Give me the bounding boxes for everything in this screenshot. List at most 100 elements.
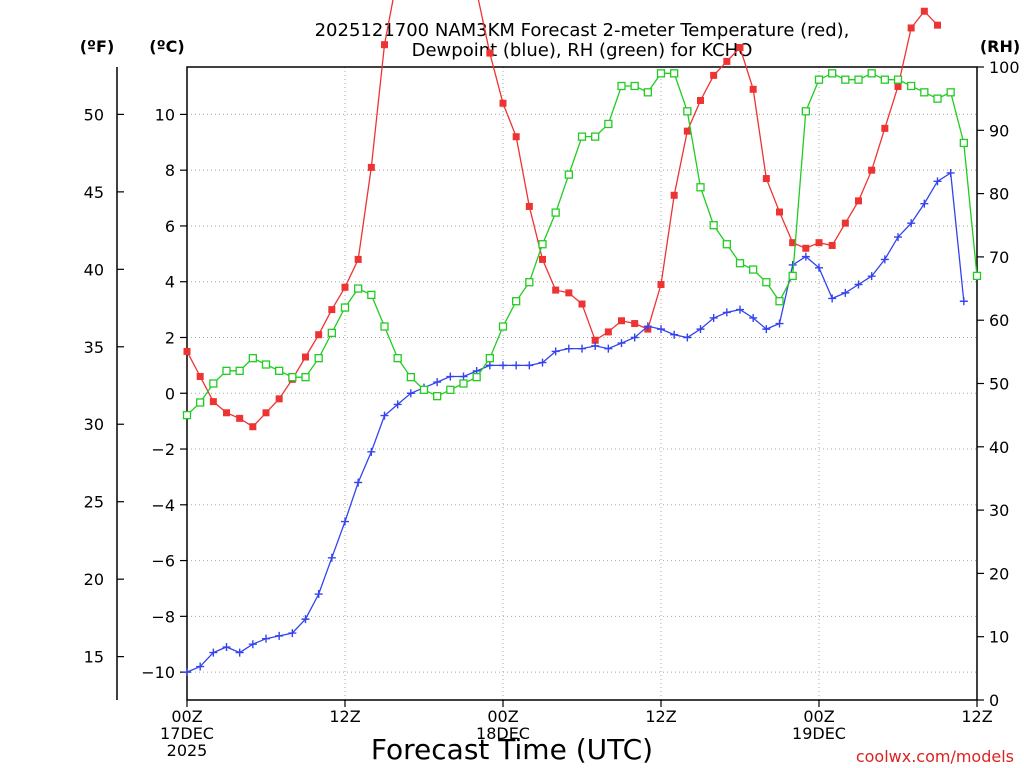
- fahrenheit-tick-label: 15: [84, 648, 104, 667]
- dewpoint-point: [367, 447, 376, 456]
- temperature-point: [907, 24, 915, 32]
- x-tick-label: 00Z: [171, 707, 202, 726]
- temperature-point: [894, 83, 902, 91]
- fahrenheit-tick-label: 45: [84, 183, 104, 202]
- rh-point: [630, 81, 639, 91]
- temperature-point: [328, 306, 336, 314]
- rh-tick-label: 90: [989, 121, 1009, 140]
- dewpoint-point: [512, 361, 521, 370]
- fahrenheit-tick-label: 50: [84, 105, 104, 124]
- rh-point: [788, 271, 797, 281]
- celsius-tick-label: 0: [165, 384, 175, 403]
- rh-point: [775, 297, 784, 306]
- dewpoint-point: [788, 260, 797, 269]
- temperature-point: [275, 395, 283, 403]
- rh-tick-label: 30: [989, 501, 1009, 520]
- rh-point: [577, 132, 587, 141]
- rh-tick-label: 40: [989, 438, 1009, 457]
- rh-point: [275, 366, 284, 375]
- celsius-tick-label: −8: [151, 607, 175, 626]
- temperature-point: [723, 57, 731, 65]
- rh-point: [525, 278, 534, 287]
- temperature-point: [789, 239, 797, 247]
- dewpoint-point: [749, 313, 758, 322]
- rh-point: [222, 366, 231, 375]
- dewpoint-point: [894, 233, 902, 242]
- temperature-point: [341, 283, 349, 291]
- temperature-point: [209, 398, 217, 406]
- celsius-tick-label: −2: [151, 440, 175, 459]
- dewpoint-point: [446, 372, 455, 381]
- temperature-point: [499, 99, 507, 107]
- dewpoint-point: [828, 294, 837, 303]
- fahrenheit-unit-label: (ºF): [80, 37, 115, 56]
- rh-point: [367, 290, 376, 300]
- dewpoint-point: [499, 361, 507, 370]
- x-tick-label: 19DEC: [792, 724, 846, 743]
- rh-point: [406, 373, 415, 382]
- temperature-point: [934, 21, 941, 29]
- temperature-point: [749, 85, 757, 93]
- dewpoint-point: [604, 344, 613, 353]
- temperature-point: [868, 166, 876, 174]
- temperature-point: [855, 197, 862, 205]
- rh-point: [828, 69, 837, 78]
- temperature-point: [565, 289, 573, 297]
- x-tick-label: 12Z: [645, 707, 676, 726]
- data-series: [182, 0, 982, 677]
- dewpoint-point: [380, 411, 389, 420]
- dewpoint-point: [880, 255, 889, 264]
- series-2: [182, 69, 982, 420]
- x-tick-label: 00Z: [487, 707, 518, 726]
- temperature-point: [670, 191, 678, 199]
- rh-point: [314, 354, 323, 363]
- dewpoint-point: [341, 517, 349, 526]
- rh-tick-label: 50: [989, 375, 1009, 394]
- dewpoint-point: [591, 341, 600, 350]
- rh-point: [801, 107, 810, 116]
- fahrenheit-tick-label: 30: [84, 415, 104, 434]
- dewpoint-point: [222, 643, 231, 652]
- axes: −10−8−6−4−202468101520253035404550010203…: [84, 58, 1020, 760]
- dewpoint-point: [393, 400, 402, 409]
- rh-point: [433, 392, 442, 401]
- temperature-point: [736, 43, 744, 51]
- dewpoint-point: [683, 333, 692, 342]
- temperature-point: [920, 7, 928, 15]
- rh-point: [301, 373, 310, 382]
- rh-tick-label: 0: [989, 691, 999, 710]
- celsius-tick-label: 8: [165, 161, 175, 180]
- rh-point: [604, 119, 613, 129]
- rh-point: [656, 69, 666, 78]
- dewpoint-point: [736, 305, 744, 314]
- dewpoint-point: [630, 333, 639, 342]
- rh-point: [380, 322, 389, 331]
- rh-point: [235, 366, 244, 375]
- series-line: [186, 171, 965, 673]
- rh-point: [972, 271, 982, 281]
- chart-title-line-1: 2025121700 NAM3KM Forecast 2-meter Tempe…: [315, 20, 850, 41]
- rh-point: [696, 183, 705, 192]
- rh-tick-label: 10: [989, 628, 1009, 647]
- rh-point: [749, 265, 758, 274]
- temperature-point: [236, 414, 244, 422]
- rh-point: [340, 303, 350, 312]
- rh-point: [722, 240, 731, 249]
- temperature-point: [539, 255, 546, 263]
- dewpoint-point: [288, 629, 297, 638]
- credit-text: coolwx.com/models: [856, 747, 1014, 766]
- temperature-point: [183, 347, 191, 355]
- x-tick-label: 12Z: [961, 707, 992, 726]
- temperature-point: [683, 127, 691, 135]
- temperature-point: [710, 71, 718, 79]
- dewpoint-point: [933, 177, 942, 186]
- dewpoint-point: [196, 662, 205, 671]
- chart-title: 2025121700 NAM3KM Forecast 2-meter Tempe…: [315, 20, 850, 61]
- temperature-point: [354, 255, 362, 263]
- series-line: [186, 0, 938, 428]
- dewpoint-point: [920, 199, 929, 208]
- temperature-point: [762, 175, 770, 183]
- dewpoint-point: [946, 168, 955, 177]
- dewpoint-point: [314, 590, 323, 599]
